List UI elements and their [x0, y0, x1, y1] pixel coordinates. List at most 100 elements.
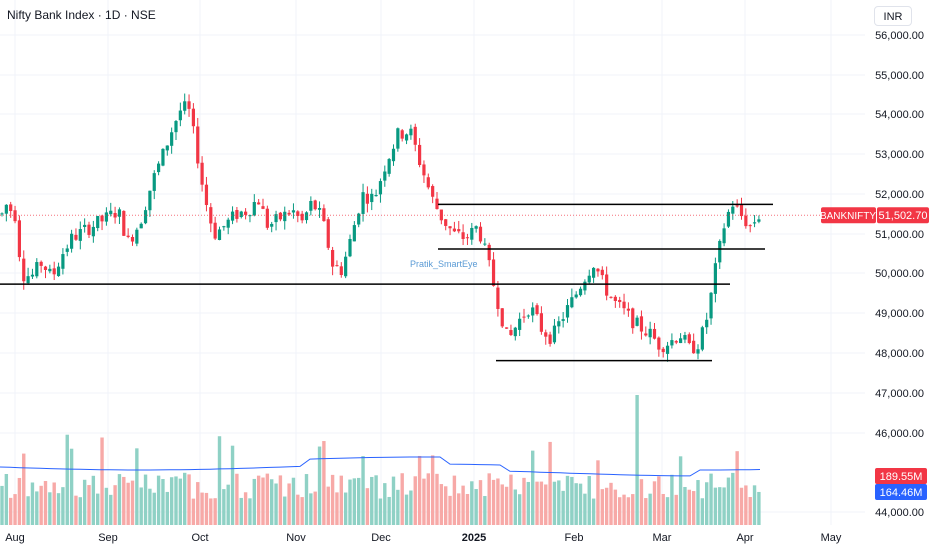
- volume-bar: [13, 494, 17, 525]
- candle-body: [448, 226, 452, 229]
- volume-bar: [235, 473, 239, 525]
- volume-bar: [243, 492, 248, 525]
- volume-bar: [61, 487, 65, 525]
- candle-body: [109, 210, 113, 215]
- volume-bar: [274, 483, 278, 525]
- volume-bar: [343, 492, 348, 525]
- volume-bar: [339, 475, 343, 525]
- volume-bar: [696, 480, 700, 525]
- volume-bar: [544, 484, 548, 525]
- candle-body: [300, 213, 304, 221]
- volume-bar: [639, 479, 644, 525]
- candle-body: [600, 269, 604, 276]
- candle-body: [157, 163, 161, 173]
- candle-body: [357, 213, 361, 225]
- volume-label: 189.55M: [880, 471, 923, 483]
- candle-body: [48, 268, 52, 272]
- volume-bar: [687, 489, 691, 525]
- volume-bar: [65, 434, 69, 525]
- volume-bar: [526, 481, 531, 525]
- volume-bar: [574, 483, 578, 525]
- volume-bar: [552, 481, 557, 525]
- x-tick-label: Dec: [371, 532, 391, 544]
- currency-button[interactable]: INR: [874, 6, 912, 26]
- volume-bar: [374, 475, 378, 525]
- candle-body: [74, 234, 78, 240]
- volume-label-box: [875, 484, 927, 500]
- x-tick-label: Feb: [565, 532, 584, 544]
- candle-body: [200, 162, 204, 185]
- volume-bar: [700, 498, 705, 525]
- candle-body: [139, 223, 143, 229]
- candle-body: [283, 211, 287, 222]
- volume-bar: [217, 436, 222, 525]
- x-tick-label: Nov: [286, 532, 306, 544]
- candle-body: [400, 130, 404, 139]
- volume-bar: [752, 485, 757, 525]
- x-tick-label: 2025: [462, 532, 486, 544]
- volume-bar: [230, 445, 235, 525]
- horizontal-lines[interactable]: [0, 203, 773, 362]
- y-tick-label: 53,000.00: [875, 149, 924, 161]
- candle-body: [613, 296, 617, 301]
- volume-bar: [448, 495, 452, 525]
- volume-bar: [156, 475, 161, 525]
- volume-bar: [222, 489, 226, 525]
- volume-bar: [252, 478, 256, 525]
- candle-body: [583, 281, 587, 291]
- volume-bar: [383, 483, 387, 525]
- volume-bar: [309, 493, 313, 525]
- candle-body: [291, 210, 296, 213]
- volume-bar: [82, 479, 87, 525]
- y-tick-label: 48,000.00: [875, 348, 924, 360]
- volume-bar: [352, 478, 357, 525]
- volume-bar: [435, 473, 439, 525]
- volume-bar: [426, 473, 430, 525]
- x-tick-label: May: [821, 532, 842, 544]
- volume-bar: [143, 474, 148, 525]
- volume-bar: [165, 491, 169, 525]
- candle-body: [196, 126, 200, 164]
- candle-body: [213, 222, 217, 239]
- volume-bar: [226, 484, 230, 525]
- volume-bar: [204, 492, 209, 525]
- volume-bar: [457, 493, 461, 525]
- candle-body: [70, 233, 74, 249]
- volume-bar: [657, 476, 661, 525]
- candle-body: [387, 159, 391, 174]
- candle-body: [635, 317, 639, 326]
- candle-body: [148, 190, 152, 211]
- candle-body: [204, 184, 209, 206]
- volume-bar: [270, 479, 274, 525]
- candle-body: [374, 194, 378, 197]
- candle-body: [557, 321, 561, 327]
- volume-bar: [517, 494, 522, 525]
- volume-bar: [109, 494, 113, 525]
- candle-body: [344, 256, 348, 277]
- volume-bar: [578, 483, 583, 525]
- candle-body: [65, 248, 69, 252]
- candle-body: [161, 148, 165, 166]
- candle-body: [596, 268, 600, 272]
- candle-body: [0, 213, 4, 215]
- candle-body: [78, 229, 82, 241]
- last-price-box: [877, 207, 929, 224]
- candle-body: [326, 219, 330, 248]
- y-tick-label: 51,000.00: [875, 229, 924, 241]
- candle-body: [309, 200, 313, 211]
- candle-body: [726, 211, 731, 227]
- candle-body: [700, 327, 704, 350]
- candle-body: [539, 313, 543, 332]
- y-tick-label: 54,000.00: [875, 109, 924, 121]
- candle-body: [135, 229, 139, 244]
- volume-bar: [187, 474, 191, 525]
- volume-bar: [191, 498, 196, 525]
- y-tick-label: 50,000.00: [875, 268, 924, 280]
- symbol-title: Nifty Bank Index · 1D · NSE: [7, 8, 156, 22]
- volume-bar: [396, 489, 400, 525]
- candle-body: [478, 226, 483, 242]
- volume-bar: [261, 477, 265, 525]
- candle-body: [639, 316, 644, 332]
- candle-body: [87, 224, 91, 235]
